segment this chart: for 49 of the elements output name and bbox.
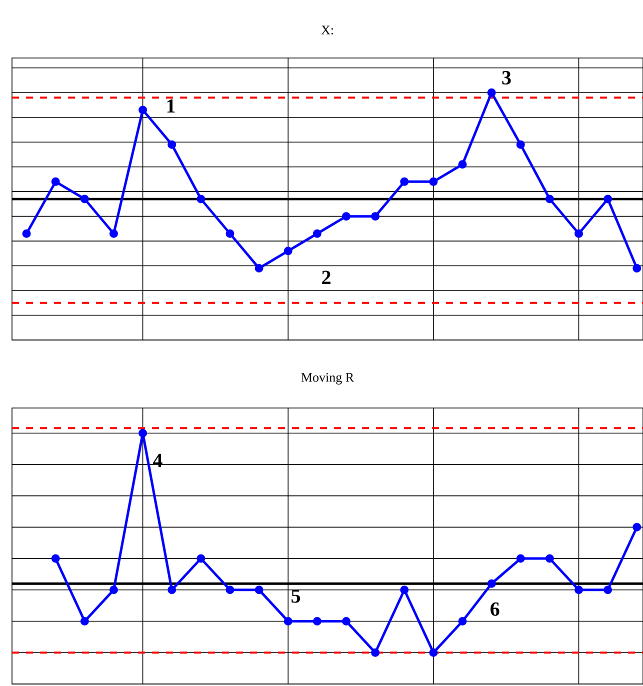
point [342, 212, 350, 221]
point [254, 264, 264, 273]
point [429, 648, 438, 657]
point [196, 194, 206, 204]
point [226, 229, 234, 238]
point [429, 177, 438, 186]
chart-title: Moving R [301, 373, 354, 384]
point [632, 264, 642, 273]
point [632, 522, 642, 532]
point [604, 194, 612, 204]
point [545, 194, 554, 204]
point [51, 177, 60, 186]
point [400, 177, 409, 186]
point [487, 579, 496, 588]
point [168, 586, 176, 594]
point [371, 212, 380, 221]
point [196, 554, 206, 563]
text: 3 [502, 71, 511, 84]
point [458, 617, 467, 626]
annotation: 6 [490, 602, 500, 616]
point [516, 140, 525, 149]
point [254, 586, 264, 594]
point [312, 617, 322, 626]
point [342, 617, 350, 626]
point [371, 648, 380, 657]
point [138, 428, 148, 438]
point [312, 229, 322, 238]
point [109, 586, 118, 594]
point [516, 554, 525, 563]
annotation: 2 [322, 270, 330, 284]
point [80, 194, 89, 204]
point [51, 554, 60, 563]
point [80, 617, 89, 626]
point [458, 160, 467, 169]
point [574, 586, 584, 594]
point [284, 246, 292, 256]
point [574, 229, 584, 238]
point [22, 229, 31, 238]
chart-title: X: [321, 26, 333, 34]
point [109, 229, 118, 238]
point [487, 88, 496, 97]
point [400, 586, 409, 594]
point [284, 617, 292, 626]
point [604, 586, 612, 594]
point [168, 140, 176, 149]
point [138, 106, 148, 114]
point [545, 554, 554, 563]
point [226, 586, 234, 594]
annotation: 1 [167, 99, 175, 113]
